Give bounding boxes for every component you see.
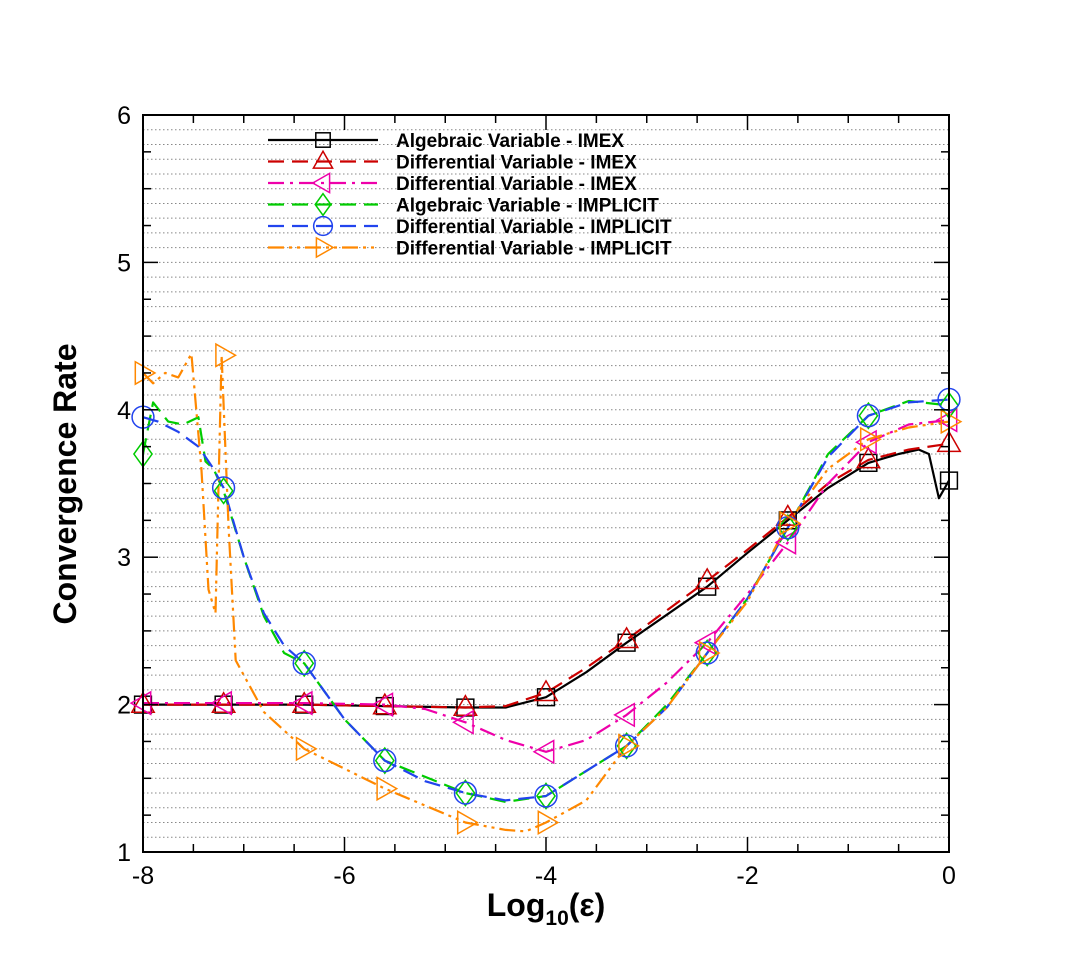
data-point-marker: [456, 810, 479, 836]
series-line-2: [143, 442, 949, 709]
x-axis-title: Log10(ε): [487, 887, 606, 930]
y-tick-label: 3: [117, 544, 131, 572]
x-axis-title-subscript: 10: [545, 907, 568, 930]
legend-label: Differential Variable - IMEX: [396, 174, 637, 195]
data-point-marker: [693, 630, 716, 656]
data-point-marker: [694, 567, 720, 590]
data-point-marker: [373, 748, 397, 773]
data-point-marker: [215, 342, 238, 368]
series-line-3: [143, 419, 949, 753]
series-lines: [143, 352, 949, 833]
y-tick-label: 1: [117, 839, 131, 867]
data-point-marker: [295, 736, 318, 762]
legend-entry: Differential Variable - IMPLICIT: [268, 215, 672, 238]
legend-label: Differential Variable - IMPLICIT: [396, 239, 672, 260]
data-point-marker: [134, 360, 157, 386]
y-axis-title: Convergence Rate: [47, 344, 83, 625]
legend-label: Differential Variable - IMPLICIT: [396, 217, 672, 238]
x-tick-label: -4: [535, 862, 557, 890]
data-point-marker: [940, 409, 963, 435]
y-tick-label: 2: [117, 692, 131, 720]
data-point-marker: [211, 691, 237, 714]
data-point-marker: [376, 776, 399, 802]
data-point-marker: [859, 426, 882, 452]
data-point-marker: [616, 731, 637, 760]
data-point-marker: [290, 690, 313, 716]
data-point-marker: [292, 651, 316, 675]
data-point-marker: [374, 746, 395, 775]
data-point-marker: [858, 401, 879, 430]
data-point-marker: [855, 446, 881, 469]
data-point-marker: [697, 639, 718, 667]
data-point-marker: [453, 781, 478, 805]
data-point-marker: [532, 739, 555, 765]
data-point-marker: [311, 172, 331, 194]
data-point-marker: [315, 132, 331, 148]
y-tick-label: 6: [117, 102, 131, 130]
data-point-marker: [312, 215, 334, 237]
data-point-marker: [312, 149, 334, 169]
data-point-marker: [371, 692, 394, 718]
data-point-marker: [129, 690, 152, 716]
y-tick-label: 4: [117, 397, 131, 425]
legend-entry: Algebraic Variable - IMPLICIT: [268, 192, 659, 217]
x-axis-title-base: Log: [487, 887, 546, 923]
data-point-marker: [211, 476, 236, 500]
data-point-marker: [291, 691, 317, 714]
x-axis-title-argument: (ε): [569, 887, 606, 923]
x-tick-label: -6: [333, 862, 355, 890]
data-point-marker: [455, 779, 476, 807]
data-point-marker: [451, 709, 474, 735]
legend-entry: Differential Variable - IMEX: [268, 149, 637, 174]
data-point-marker: [775, 503, 801, 526]
data-point-marker: [614, 626, 640, 649]
legend-entry: Differential Variable - IMEX: [268, 172, 637, 195]
data-point-marker: [537, 810, 560, 836]
data-point-marker: [856, 404, 881, 428]
data-point-marker: [698, 640, 721, 666]
legend-label: Algebraic Variable - IMPLICIT: [396, 196, 659, 217]
data-point-marker: [779, 510, 802, 536]
x-tick-label: 0: [942, 862, 956, 890]
series-markers: [129, 342, 963, 836]
data-point-marker: [618, 733, 641, 759]
data-point-marker: [213, 476, 234, 505]
data-point-marker: [372, 692, 398, 715]
data-point-marker: [535, 782, 557, 810]
axis-ticks: 1 2 3 4 5 6 -8 -6 -4 -2 0: [117, 102, 956, 890]
data-point-marker: [534, 784, 558, 808]
data-point-marker: [613, 702, 636, 728]
data-point-marker: [533, 679, 559, 702]
data-point-marker: [536, 688, 556, 707]
y-tick-label: 5: [117, 249, 131, 277]
data-point-marker: [777, 513, 798, 542]
x-tick-label: -8: [132, 862, 154, 890]
legend-entry: Differential Variable - IMPLICIT: [268, 236, 672, 260]
data-point-marker: [210, 690, 233, 716]
data-point-marker: [315, 236, 335, 259]
data-point-marker: [294, 649, 315, 678]
legend-label: Algebraic Variable - IMEX: [396, 131, 624, 152]
legend-entry: Algebraic Variable - IMEX: [268, 131, 624, 152]
legend-label: Differential Variable - IMEX: [396, 153, 637, 174]
x-tick-label: -2: [736, 862, 758, 890]
data-point-marker: [314, 192, 332, 217]
data-point-marker: [698, 577, 717, 596]
